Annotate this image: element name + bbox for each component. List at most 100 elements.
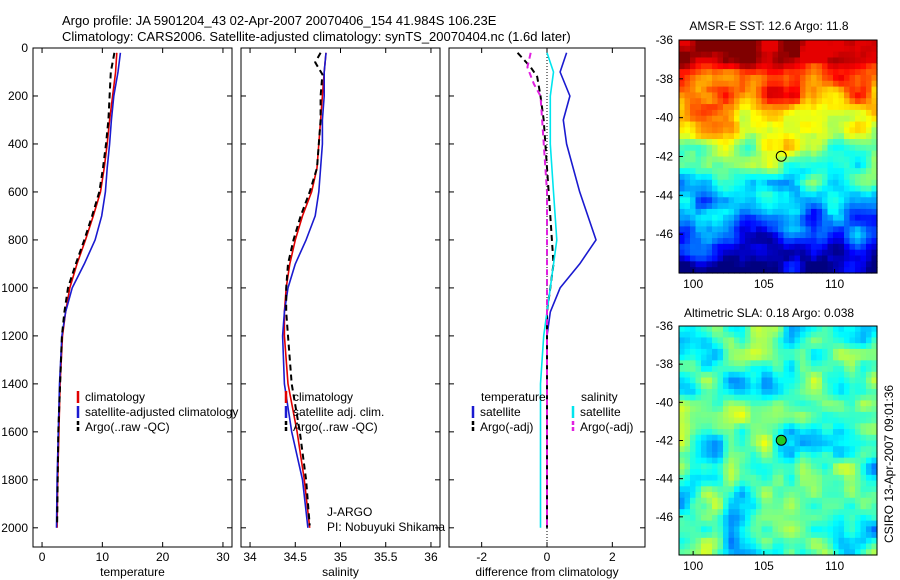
heatmap-cell [805,440,812,447]
heatmap-cell [750,343,757,350]
heatmap-cell [827,474,834,482]
heatmap-cell [860,133,867,140]
heatmap-cell [778,383,785,390]
heatmap-cell [844,203,851,210]
heatmap-cell [728,220,735,227]
heatmap-cell [690,446,697,453]
heatmap-cell [739,249,746,257]
heatmap-cell [728,150,735,158]
heatmap-cell [838,549,845,556]
heatmap-cell [756,144,763,152]
heatmap-cell [756,474,763,482]
heatmap-cell [723,497,730,505]
heatmap-cell [695,457,702,464]
heatmap-cell [794,139,801,146]
heatmap-cell [756,156,763,163]
heatmap-cell [783,255,790,262]
heatmap-cell [695,238,702,245]
heatmap-cell [717,371,724,379]
heatmap-cell [723,139,730,146]
heatmap-cell [844,411,851,419]
heatmap-cell [684,326,691,333]
heatmap-cell [805,394,812,402]
heatmap-cell [827,463,834,470]
heatmap-cell [750,80,757,88]
heatmap-cell [734,451,741,459]
heatmap-cell [739,388,746,396]
heatmap-cell [767,532,774,539]
heatmap-cell [767,168,774,175]
heatmap-cell [750,173,757,181]
y-tick-label: 0 [21,41,28,55]
heatmap-cell [805,434,812,442]
heatmap-cell [778,514,785,522]
heatmap-cell [811,162,818,169]
heatmap-cell [750,168,757,175]
heatmap-cell [728,503,735,510]
heatmap-cell [690,417,697,424]
heatmap-cell [827,371,834,379]
heatmap-cell [871,162,878,169]
heatmap-cell [860,74,867,82]
heatmap-cell [701,191,708,198]
heatmap-cell [695,261,702,268]
heatmap-cell [772,537,779,545]
heatmap-cell [739,185,746,193]
heatmap-cell [838,440,845,447]
heatmap-cell [816,331,823,339]
heatmap-cell [734,162,741,169]
heatmap-cell [805,354,812,361]
heatmap-cell [734,179,741,187]
heatmap-cell [844,139,851,146]
heatmap-cell [816,457,823,464]
heatmap-cell [844,40,851,47]
heatmap-cell [783,509,790,516]
heatmap-cell [706,394,713,402]
heatmap-cell [871,400,878,407]
heatmap-cell [690,121,697,128]
heatmap-cell [695,326,702,333]
heatmap-cell [772,185,779,193]
heatmap-cell [827,109,834,117]
heatmap-cell [789,497,796,505]
heatmap-cell [866,514,873,522]
heatmap-cell [778,486,785,493]
heatmap-cell [679,377,686,384]
heatmap-cell [860,179,867,187]
heatmap-cell [822,366,829,373]
heatmap-cell [833,139,840,146]
heatmap-cell [822,261,829,268]
heatmap-cell [789,446,796,453]
y-tick-label: 1400 [1,377,28,391]
heatmap-cell [866,492,873,499]
heatmap-cell [811,348,818,356]
heatmap-cell [745,261,752,268]
heatmap-cell [772,411,779,419]
heatmap-cell [849,543,856,550]
heatmap-cell [690,331,697,339]
heatmap-cell [805,208,812,216]
heatmap-cell [756,520,763,527]
heatmap-cell [816,150,823,158]
heatmap-cell [849,383,856,390]
heatmap-cell [871,480,878,487]
heatmap-cell [860,69,867,76]
heatmap-cell [756,497,763,505]
heatmap-cell [827,434,834,442]
heatmap-cell [739,343,746,350]
heatmap-cell [778,429,785,436]
heatmap-cell [805,98,812,105]
heatmap-cell [778,520,785,527]
heatmap-cell [734,197,741,204]
heatmap-cell [849,203,856,210]
heatmap-cell [816,371,823,379]
heatmap-cell [871,537,878,545]
heatmap-cell [800,343,807,350]
x-tick-label: 105 [754,559,774,573]
heatmap-cell [778,74,785,82]
heatmap-cell [767,509,774,516]
heatmap-cell [838,226,845,233]
heatmap-cell [805,109,812,117]
heatmap-cell [800,480,807,487]
heatmap-cell [827,343,834,350]
